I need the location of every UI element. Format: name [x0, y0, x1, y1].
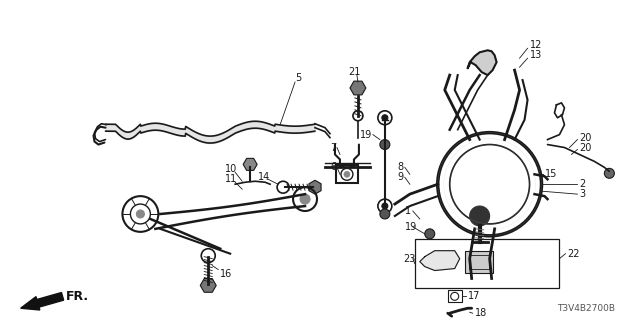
Text: 20: 20: [579, 142, 592, 153]
Text: 19: 19: [405, 222, 417, 232]
Bar: [448, 290, 461, 302]
Circle shape: [604, 168, 614, 178]
Text: 2: 2: [579, 179, 586, 189]
Polygon shape: [468, 50, 497, 75]
Circle shape: [382, 203, 388, 209]
Text: 8: 8: [398, 162, 404, 172]
Text: 11: 11: [225, 174, 237, 184]
Circle shape: [136, 210, 145, 218]
Text: 15: 15: [545, 169, 557, 179]
FancyArrow shape: [20, 292, 63, 310]
Text: 13: 13: [529, 50, 542, 60]
Text: 14: 14: [258, 172, 270, 182]
Circle shape: [344, 171, 350, 177]
Text: 19: 19: [360, 130, 372, 140]
Circle shape: [425, 229, 435, 239]
Text: 5: 5: [295, 73, 301, 83]
Circle shape: [380, 140, 390, 149]
Text: 10: 10: [225, 164, 237, 174]
Text: 22: 22: [568, 249, 580, 259]
Text: 7: 7: [330, 142, 336, 153]
Text: 20: 20: [579, 132, 592, 143]
Circle shape: [380, 209, 390, 219]
Polygon shape: [420, 251, 460, 270]
Text: FR.: FR.: [65, 290, 89, 303]
Bar: [415, 239, 559, 288]
Text: 3: 3: [579, 189, 586, 199]
Text: T3V4B2700B: T3V4B2700B: [557, 304, 616, 313]
Text: 18: 18: [475, 308, 487, 318]
Circle shape: [470, 206, 490, 226]
Text: 1: 1: [405, 206, 411, 216]
Text: 16: 16: [220, 268, 232, 278]
Circle shape: [382, 115, 388, 121]
Bar: [465, 251, 493, 273]
Bar: [336, 165, 358, 183]
Text: 12: 12: [529, 40, 542, 50]
Text: 17: 17: [468, 291, 480, 301]
Text: 23: 23: [403, 254, 415, 264]
Text: 6: 6: [330, 162, 336, 172]
Circle shape: [300, 194, 310, 204]
Text: 9: 9: [398, 172, 404, 182]
Bar: [468, 255, 488, 268]
Text: 21: 21: [348, 67, 360, 77]
